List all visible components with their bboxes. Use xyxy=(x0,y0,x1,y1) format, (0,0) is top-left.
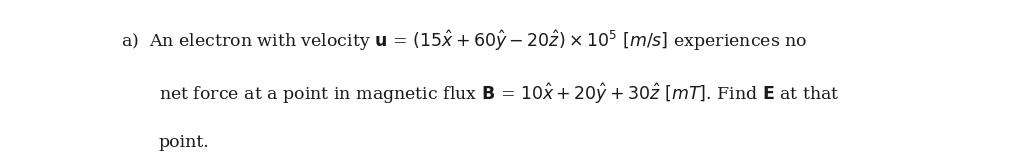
Text: a)  An electron with velocity $\mathbf{u}$ = $(15\hat{x} + 60\hat{y} - 20\hat{z}: a) An electron with velocity $\mathbf{u}… xyxy=(121,29,807,53)
Text: net force at a point in magnetic flux $\mathbf{B}$ = $10\hat{x} + 20\hat{y} + 30: net force at a point in magnetic flux $\… xyxy=(159,81,840,106)
Text: point.: point. xyxy=(159,134,210,151)
